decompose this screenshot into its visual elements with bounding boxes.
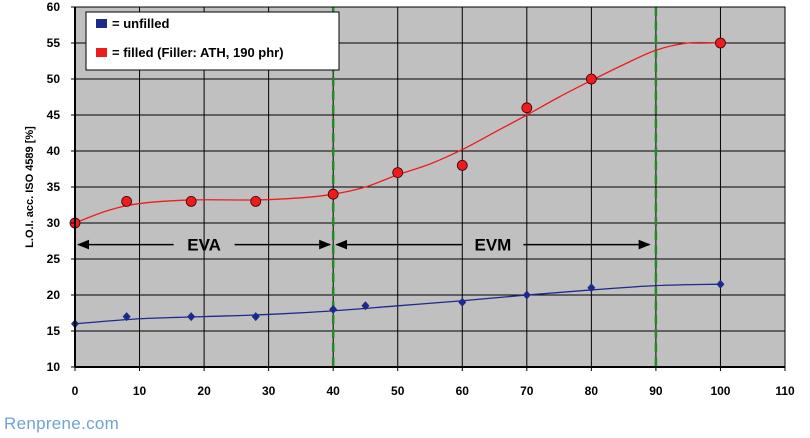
region-label: EVA <box>187 236 221 255</box>
x-tick-label: 80 <box>585 384 599 398</box>
y-tick-label: 25 <box>47 252 61 266</box>
data-point-series-1 <box>715 37 726 49</box>
data-points <box>69 37 726 329</box>
x-tick-label: 60 <box>456 384 470 398</box>
y-tick-label: 35 <box>47 180 61 194</box>
x-tick-label: 30 <box>262 384 276 398</box>
legend-label-filled: = filled (Filler: ATH, 190 phr) <box>112 45 284 60</box>
y-tick-label: 30 <box>47 216 61 230</box>
data-point-series-0 <box>361 301 370 311</box>
x-tick-label: 40 <box>327 384 341 398</box>
y-tick-label: 50 <box>47 72 61 86</box>
data-point-series-1 <box>521 102 533 114</box>
data-point-series-0 <box>251 312 260 322</box>
data-point-series-1 <box>250 195 262 207</box>
x-tick-label: 90 <box>649 384 663 398</box>
watermark: Renprene.com <box>4 414 120 433</box>
tick-labels: 10 15 20 25 30 35 40 45 50 55 60 0 10 20 30 40 50 60 70 80 9… <box>47 0 795 398</box>
region-label: EVM <box>475 236 512 255</box>
data-point-series-0 <box>122 312 131 322</box>
legend-label-unfilled: = unfilled <box>112 16 169 31</box>
y-tick-label: 20 <box>47 288 61 302</box>
y-tick-label: 40 <box>47 144 61 158</box>
x-tick-label: 100 <box>710 384 730 398</box>
data-point-series-1 <box>456 159 468 171</box>
legend-swatch-unfilled <box>96 19 107 28</box>
data-point-series-1 <box>185 195 197 207</box>
x-tick-label: 110 <box>775 384 795 398</box>
y-tick-label: 55 <box>47 36 61 50</box>
data-point-series-0 <box>187 312 196 322</box>
data-point-series-0 <box>587 283 596 293</box>
data-point-series-0 <box>522 290 531 300</box>
legend: = unfilled = filled (Filler: ATH, 190 ph… <box>85 11 340 71</box>
data-point-series-0 <box>716 279 725 289</box>
data-point-series-1 <box>585 73 597 85</box>
region-annotations: EVA EVM <box>77 236 651 255</box>
x-tick-label: 70 <box>520 384 534 398</box>
x-tick-label: 50 <box>391 384 405 398</box>
data-point-series-0 <box>458 297 467 307</box>
y-tick-label: 10 <box>47 360 61 374</box>
y-tick-label: 60 <box>47 0 61 14</box>
legend-box <box>85 11 340 71</box>
x-tick-label: 10 <box>133 384 147 398</box>
data-point-series-0 <box>329 304 338 314</box>
x-tick-label: 20 <box>197 384 211 398</box>
trend-line-series-0 <box>74 283 721 325</box>
legend-swatch-filled <box>96 48 107 57</box>
x-tick-label: 0 <box>72 384 79 398</box>
y-tick-label: 45 <box>47 108 61 122</box>
data-point-series-1 <box>392 167 404 179</box>
data-point-series-1 <box>121 195 133 207</box>
y-axis-label: L.O.I. acc. ISO 4589 [%] <box>24 126 36 248</box>
data-point-series-1 <box>327 188 339 200</box>
y-tick-label: 15 <box>47 324 61 338</box>
